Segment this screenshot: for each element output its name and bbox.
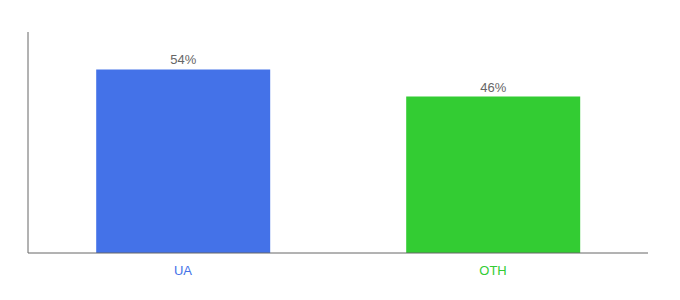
svg-text:UA: UA [174,263,192,278]
svg-text:54%: 54% [170,52,196,67]
svg-text:OTH: OTH [479,263,506,278]
svg-text:46%: 46% [480,80,506,95]
